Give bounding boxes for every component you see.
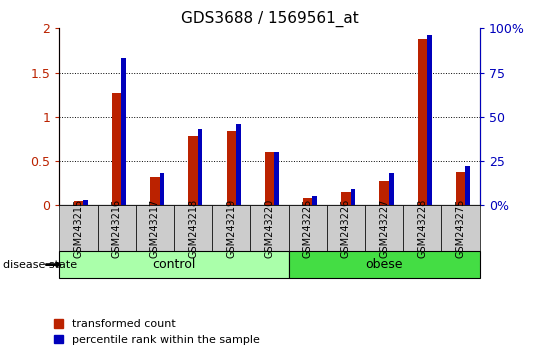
Text: control: control (152, 258, 196, 271)
Bar (456, 172, 465, 205)
Text: GSM243218: GSM243218 (188, 199, 198, 258)
Bar (74, 201, 83, 205)
Bar (112, 93, 121, 205)
Text: GSM243216: GSM243216 (112, 199, 122, 258)
Title: GDS3688 / 1569561_at: GDS3688 / 1569561_at (181, 11, 358, 27)
Bar (341, 192, 351, 205)
Text: GSM243226: GSM243226 (341, 199, 351, 258)
Text: GSM243227: GSM243227 (379, 199, 389, 258)
Bar (121, 58, 126, 205)
Text: GSM243228: GSM243228 (417, 199, 427, 258)
Bar (427, 35, 432, 205)
Text: GSM243217: GSM243217 (150, 199, 160, 258)
Bar (351, 189, 355, 205)
Bar (465, 166, 470, 205)
Text: GSM243275: GSM243275 (455, 199, 466, 258)
Bar (265, 152, 274, 205)
Text: GSM243225: GSM243225 (303, 199, 313, 258)
Bar (274, 152, 279, 205)
Bar (418, 39, 427, 205)
Bar (389, 173, 393, 205)
Bar (236, 124, 240, 205)
Bar (83, 200, 88, 205)
Bar (313, 196, 317, 205)
Text: GSM243219: GSM243219 (226, 199, 236, 258)
Text: GSM243220: GSM243220 (265, 199, 274, 258)
Bar (160, 173, 164, 205)
Text: disease state: disease state (3, 259, 77, 270)
Bar (226, 131, 236, 205)
Bar (188, 136, 198, 205)
Bar (303, 198, 313, 205)
Text: GSM243215: GSM243215 (73, 199, 84, 258)
Legend: transformed count, percentile rank within the sample: transformed count, percentile rank withi… (54, 319, 260, 345)
Bar (150, 177, 160, 205)
Bar (379, 181, 389, 205)
Bar (198, 129, 203, 205)
Text: obese: obese (365, 258, 403, 271)
